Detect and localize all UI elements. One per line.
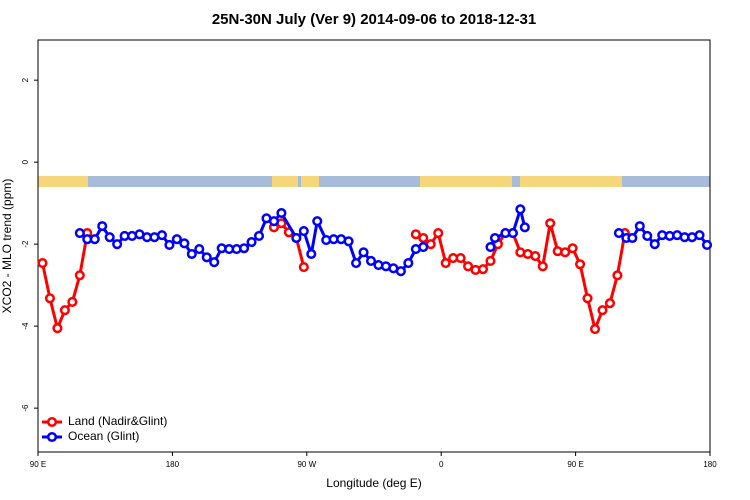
data-point: [239, 243, 250, 254]
data-point: [519, 222, 530, 233]
land-strip: [38, 176, 88, 187]
land-strip: [272, 176, 298, 187]
data-point: [537, 261, 548, 272]
data-point: [455, 253, 466, 264]
data-point: [104, 232, 115, 243]
data-point: [642, 230, 653, 242]
data-point: [179, 238, 190, 249]
data-point: [489, 232, 501, 244]
x-axis-label: Longitude (deg E): [326, 476, 421, 490]
data-point: [418, 232, 429, 244]
data-point: [209, 257, 220, 268]
y-axis-label: XCO2 - MLO trend (ppm): [0, 179, 14, 314]
surface-strip: [38, 176, 710, 187]
data-point: [589, 323, 601, 335]
data-point: [351, 257, 362, 269]
y-tick-label: -2: [21, 240, 30, 248]
data-point: [253, 230, 265, 242]
data-point: [463, 261, 474, 272]
data-point: [343, 236, 354, 247]
data-point: [395, 266, 406, 277]
legend-label: Ocean (Glint): [68, 429, 139, 443]
data-point: [37, 257, 48, 269]
land-strip: [420, 176, 512, 187]
data-point: [440, 257, 451, 269]
data-point: [612, 270, 623, 281]
data-point: [276, 207, 287, 219]
legend-marker: [46, 431, 58, 443]
data-point: [74, 270, 85, 281]
data-point: [418, 241, 429, 253]
data-point: [246, 237, 257, 248]
data-point: [507, 228, 518, 239]
y-tick-label: -4: [21, 322, 30, 330]
y-tick-label: -6: [21, 404, 30, 412]
data-point: [582, 293, 593, 304]
data-point: [530, 250, 541, 262]
data-point: [485, 255, 496, 267]
data-point: [410, 229, 421, 240]
legend-label: Land (Nadir&Glint): [68, 414, 167, 428]
data-point: [291, 232, 302, 244]
data-point: [298, 262, 309, 273]
land-strip: [520, 176, 622, 187]
data-point: [701, 239, 713, 251]
x-tick-label: 90 E: [30, 460, 46, 469]
data-point: [186, 248, 197, 260]
data-point: [312, 216, 323, 227]
data-point: [97, 221, 108, 232]
data-point: [567, 243, 578, 254]
data-point: [575, 259, 586, 270]
data-point: [156, 230, 167, 241]
x-tick-label: 0: [439, 460, 444, 469]
data-point: [52, 323, 63, 334]
x-tick-label: 180: [166, 460, 180, 469]
data-point: [627, 232, 638, 244]
data-point: [89, 234, 100, 245]
data-point: [164, 239, 175, 251]
x-tick-label: 90 W: [297, 460, 316, 469]
data-point: [59, 305, 70, 316]
y-tick-label: 2: [21, 77, 30, 82]
chart-title: 25N-30N July (Ver 9) 2014-09-06 to 2018-…: [212, 11, 536, 28]
data-point: [477, 264, 489, 275]
data-point: [649, 239, 660, 250]
data-point: [560, 247, 571, 258]
data-point: [358, 247, 369, 258]
y-tick-label: 0: [21, 159, 30, 164]
data-point: [634, 221, 645, 232]
data-point: [613, 228, 624, 239]
data-point: [403, 257, 414, 269]
data-point: [604, 298, 615, 309]
data-point: [298, 225, 309, 237]
land-strip: [301, 176, 319, 187]
data-point: [365, 255, 377, 267]
data-point: [74, 228, 85, 239]
data-point: [194, 244, 205, 255]
data-point: [545, 218, 556, 229]
data-point: [433, 228, 444, 239]
data-point: [597, 305, 608, 316]
data-point: [44, 293, 55, 304]
data-point: [171, 234, 182, 245]
data-point: [485, 241, 496, 253]
x-tick-label: 180: [703, 460, 717, 469]
data-point: [201, 252, 212, 263]
x-tick-label: 90 E: [567, 460, 583, 469]
data-point: [67, 296, 78, 308]
data-point: [112, 239, 123, 250]
ocean-strip: [38, 176, 710, 187]
data-point: [515, 204, 526, 215]
legend-marker: [46, 416, 58, 428]
data-point: [268, 216, 279, 227]
data-point: [694, 230, 705, 241]
data-point: [306, 248, 317, 260]
